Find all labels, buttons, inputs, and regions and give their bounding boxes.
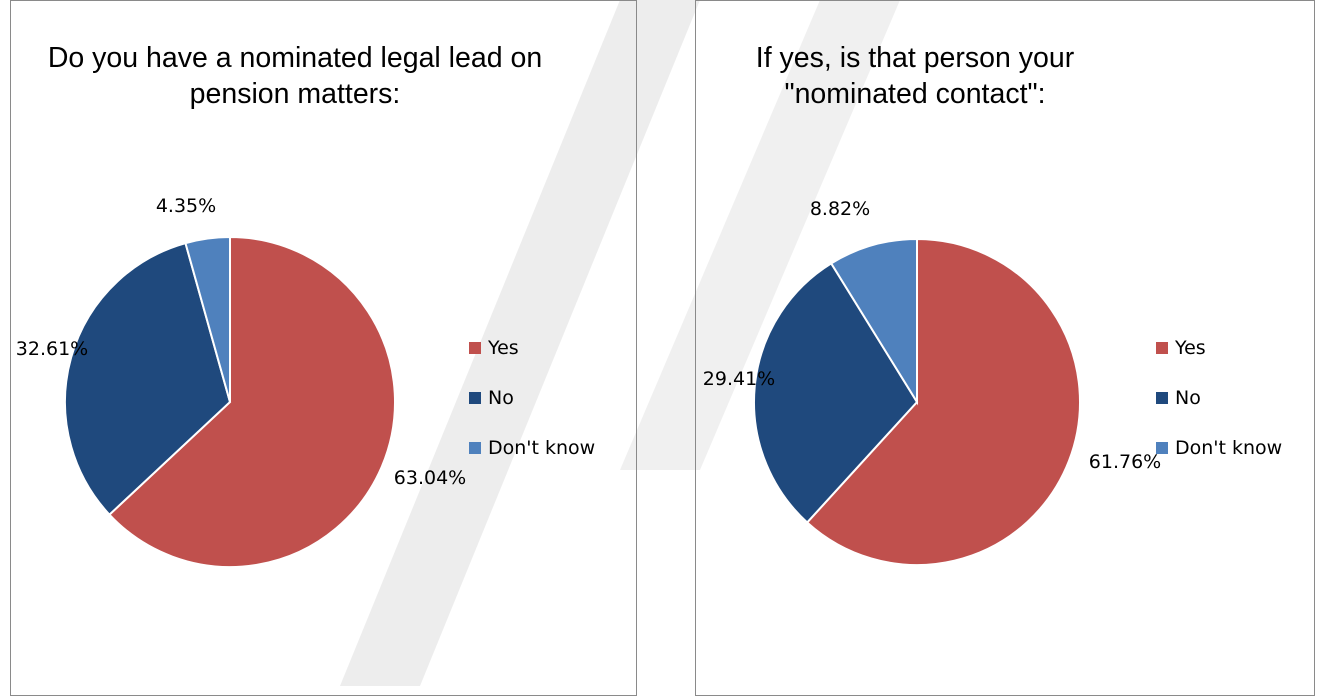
legend-label-no-left: No: [488, 387, 514, 409]
pie-slice-dont-know-right: [829, 237, 918, 406]
legend-swatch-dont-know-left: [469, 442, 481, 454]
chart-title-right: If yes, is that person your "nominated c…: [755, 42, 1075, 110]
data-label-dont-know-left: 4.35%: [156, 195, 216, 217]
legend-label-no-right: No: [1175, 387, 1201, 409]
data-label-yes-left: 63.04%: [394, 467, 466, 489]
legend-swatch-yes-left: [469, 342, 481, 354]
data-label-no-left: 32.61%: [16, 338, 88, 360]
legend-swatch-no-right: [1156, 392, 1168, 404]
pie-slice-no-left: [64, 241, 232, 517]
pie-slice-yes-left: [108, 235, 396, 568]
data-label-no-right: 29.41%: [703, 368, 775, 390]
data-label-yes-right: 61.76%: [1089, 451, 1161, 473]
legend-swatch-no-left: [469, 392, 481, 404]
pie-slice-dont-know-left: [184, 235, 231, 403]
chart-title-left: Do you have a nominated legal lead on pe…: [47, 42, 543, 110]
legend-label-yes-right: Yes: [1174, 337, 1206, 359]
legend-label-dont-know-left: Don't know: [488, 437, 595, 459]
legend-swatch-dont-know-right: [1156, 442, 1168, 454]
pie-slice-no-right: [753, 262, 919, 524]
legend-swatch-yes-right: [1156, 342, 1168, 354]
legend-label-yes-left: Yes: [487, 337, 519, 359]
pie-slice-yes-right: [805, 237, 1081, 566]
legend-label-dont-know-right: Don't know: [1175, 437, 1282, 459]
data-label-dont-know-right: 8.82%: [810, 198, 870, 220]
